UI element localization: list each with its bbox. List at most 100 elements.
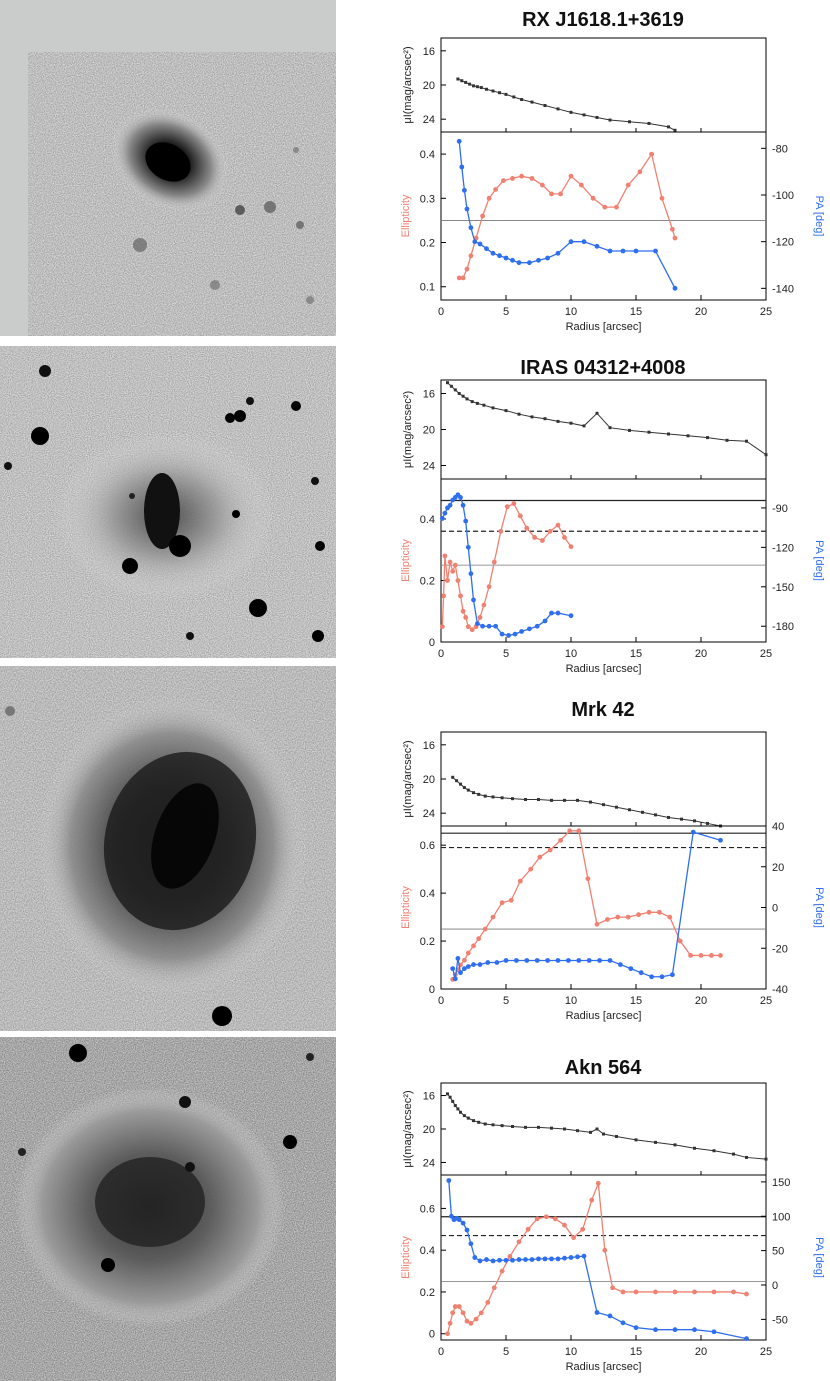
pa-point xyxy=(477,962,483,967)
pa-point xyxy=(486,623,492,629)
pa-point xyxy=(484,1257,489,1262)
pa-point xyxy=(472,1255,478,1260)
galaxy-image-mrk xyxy=(0,666,336,1031)
x-tick-label: 20 xyxy=(695,995,707,1007)
ellipticity-point xyxy=(549,191,554,197)
profile-frame xyxy=(440,37,767,133)
x-tick-label: 5 xyxy=(503,306,509,318)
ellipticity-point xyxy=(625,914,631,920)
profile-point xyxy=(654,813,657,817)
profile-frame xyxy=(440,731,767,827)
profile-point xyxy=(482,403,486,407)
ellipticity-point xyxy=(486,195,492,201)
ellipticity-point xyxy=(625,182,631,188)
ellipticity-point xyxy=(646,909,652,915)
pa-point xyxy=(594,1310,600,1315)
pa-point xyxy=(692,1327,697,1333)
pa-point xyxy=(545,958,550,963)
ellipticity-axis-label: Ellipticity xyxy=(400,194,412,237)
x-tick-label: 5 xyxy=(503,648,509,660)
x-tick-label: 20 xyxy=(695,1346,707,1358)
ellipticity-point xyxy=(579,182,584,188)
pa-point xyxy=(499,631,505,637)
x-tick-label: 20 xyxy=(695,306,707,318)
profile-point xyxy=(706,821,709,825)
ellipticity-point xyxy=(659,195,665,201)
profile-point xyxy=(556,107,560,111)
ellipticity-point xyxy=(576,828,582,834)
profile-point xyxy=(504,92,508,96)
y-tick-label: 20 xyxy=(423,774,435,786)
pa-point xyxy=(555,610,561,616)
profile-point xyxy=(491,406,495,410)
ellipticity-point xyxy=(463,614,469,620)
pa-point xyxy=(633,1325,639,1331)
y-tick-label: 20 xyxy=(423,425,435,437)
y2-tick-label: -180 xyxy=(772,621,794,633)
pa-point xyxy=(659,974,665,980)
profile-point xyxy=(537,798,540,802)
structure-frame xyxy=(440,131,767,301)
pa-point xyxy=(562,1255,567,1261)
x-tick-label: 0 xyxy=(438,995,444,1007)
y-tick-label: 24 xyxy=(423,114,435,126)
ellipticity-point xyxy=(477,614,483,620)
ellipticity-point xyxy=(672,1289,678,1295)
ellipticity-point xyxy=(534,1216,540,1222)
profile-point xyxy=(634,1138,638,1142)
x-tick-label: 15 xyxy=(630,995,642,1007)
profile-point xyxy=(472,84,475,88)
ellipticity-point xyxy=(460,608,466,614)
y-tick-label: 20 xyxy=(423,1124,435,1136)
ellipticity-axis-label: Ellipticity xyxy=(400,539,412,582)
profile-point xyxy=(455,779,459,783)
ellipticity-line xyxy=(452,830,721,980)
pa-point xyxy=(459,164,465,170)
pa-line xyxy=(452,831,721,979)
pa-point xyxy=(568,613,574,619)
pa-point xyxy=(464,206,470,212)
y2-tick-label: -120 xyxy=(772,542,794,554)
pa-point xyxy=(468,225,474,231)
y2-tick-label: -100 xyxy=(772,190,794,202)
pa-point xyxy=(471,597,476,603)
profile-point xyxy=(745,439,748,443)
pa-point xyxy=(744,1336,749,1342)
ellipticity-point xyxy=(458,593,463,599)
profile-point xyxy=(491,1123,495,1127)
pa-point xyxy=(484,246,489,252)
ellipticity-point xyxy=(667,914,673,920)
profile-point xyxy=(464,80,468,84)
pa-point xyxy=(439,516,445,521)
pa-point xyxy=(581,1253,587,1259)
ellipticity-axis-label: Ellipticity xyxy=(400,886,412,929)
profile-point xyxy=(475,85,479,89)
ellipticity-point xyxy=(481,602,487,608)
ellipticity-point xyxy=(493,187,498,192)
chart-akn: Akn 564 16 20 24 μI(mag/arcsec²) 0 0.2 0.4 0.6 1… xyxy=(400,1057,825,1373)
pa-point xyxy=(523,1257,528,1262)
profile-point xyxy=(453,388,457,392)
chart-iras: IRAS 04312+4008 16 20 24 μI(mag/arcsec²) 0 0.… xyxy=(400,357,825,675)
galaxy-image-rx xyxy=(0,0,336,336)
profile-point xyxy=(673,128,677,132)
x-tick-label: 25 xyxy=(760,648,772,660)
ellipticity-point xyxy=(517,513,523,519)
y2-tick-label: -80 xyxy=(772,143,788,155)
pa-point xyxy=(653,248,658,254)
pa-point xyxy=(449,1213,454,1219)
y-tick-label: 0.1 xyxy=(420,282,435,294)
y2-tick-label: -90 xyxy=(772,503,788,515)
ellipticity-point xyxy=(450,1310,456,1316)
profile-point xyxy=(569,421,573,425)
profile-point xyxy=(472,1119,475,1123)
pa-point xyxy=(527,626,532,632)
profile-point xyxy=(693,819,696,823)
profile-line xyxy=(447,382,767,456)
pa-point xyxy=(581,239,587,245)
pa-point xyxy=(503,958,509,963)
profile-point xyxy=(524,1125,527,1129)
pa-point xyxy=(649,974,654,980)
ellipticity-point xyxy=(636,912,641,918)
pa-point xyxy=(536,257,541,263)
